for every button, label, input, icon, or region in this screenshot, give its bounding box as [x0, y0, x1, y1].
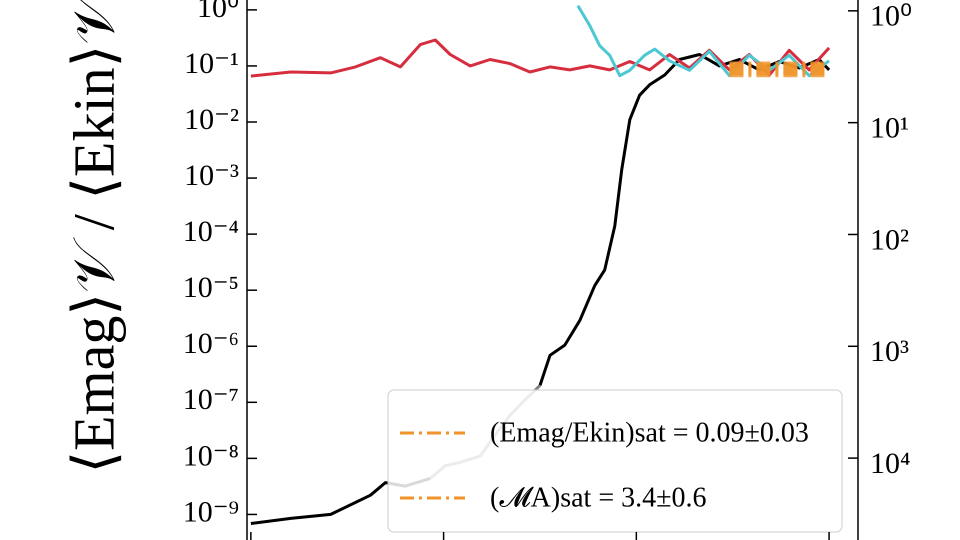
y-tick-label: 10⁻²	[184, 103, 239, 136]
y-tick-label: 10⁻⁹	[183, 495, 239, 528]
y-tick-label: 10⁻⁸	[183, 439, 239, 472]
y-tick-label: 10⁻⁴	[183, 215, 239, 248]
legend	[387, 389, 843, 533]
y-axis-label: ⟨Emag⟩𝒱 / ⟨Ekin⟩𝒱	[61, 0, 126, 474]
y-tick-label: 10⁻⁶	[183, 327, 239, 360]
y-tick-label: 10⁰	[197, 0, 239, 24]
y2-tick-label: 10²	[870, 223, 909, 256]
legend-label: (Emag/Ekin)sat = 0.09±0.03	[490, 417, 809, 448]
y-tick-label: 10⁻¹	[184, 47, 239, 80]
y2-tick-label: 10¹	[870, 112, 909, 145]
y-tick-label: 10⁻⁷	[183, 383, 239, 416]
y-tick-label: 10⁻³	[184, 159, 239, 192]
y2-tick-label: 10⁴	[870, 447, 910, 480]
y2-tick-label: 10⁰	[870, 0, 912, 33]
legend-label: (𝓜A)sat = 3.4±0.6	[490, 482, 707, 513]
y2-tick-label: 10³	[870, 335, 909, 368]
y-tick-label: 10⁻⁵	[183, 271, 239, 304]
